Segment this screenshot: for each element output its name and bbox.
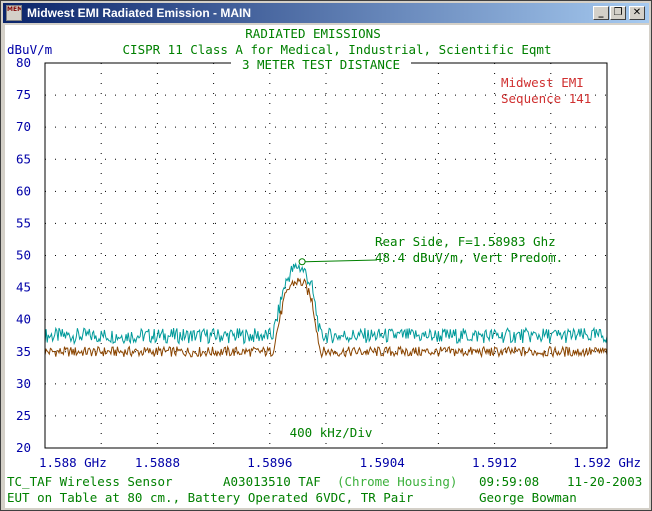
y-tick-label: 50 <box>16 248 31 263</box>
trace-line <box>44 277 608 359</box>
job-number: A03013510 TAF <box>223 474 321 489</box>
y-tick-label: 35 <box>16 344 31 359</box>
y-tick-label: 80 <box>16 55 31 70</box>
test-distance: 3 METER TEST DISTANCE <box>242 57 400 72</box>
eut-name: TC_TAF Wireless Sensor <box>7 474 173 489</box>
plot-area: RADIATED EMISSIONS CISPR 11 Class A for … <box>5 25 649 508</box>
y-tick-label: 75 <box>16 87 31 102</box>
x-axis-label: 400 kHz/Div <box>290 425 373 440</box>
x-tick-label: 1.5888 <box>135 455 180 470</box>
x-tick-labels: 1.588 GHz 1.5888 1.5896 1.5904 1.5912 1.592 G… <box>39 455 641 470</box>
chart-series <box>44 262 608 359</box>
y-tick-label: 45 <box>16 280 31 295</box>
y-tick-label: 65 <box>16 151 31 166</box>
trace-line <box>44 262 608 346</box>
y-tick-label: 30 <box>16 376 31 391</box>
chart-grid <box>45 63 607 448</box>
eut-housing: (Chrome Housing) <box>337 474 457 489</box>
chart-title: RADIATED EMISSIONS <box>245 26 380 41</box>
y-tick-label: 40 <box>16 312 31 327</box>
close-button[interactable]: ✕ <box>629 6 645 20</box>
annotation-leader <box>305 259 378 263</box>
y-axis-label: dBuV/m <box>7 42 52 57</box>
y-tick-labels: 20 25 30 35 40 45 50 55 60 65 70 75 80 <box>16 55 31 455</box>
x-tick-label: 1.5896 <box>247 455 292 470</box>
operator-name: George Bowman <box>479 490 577 505</box>
annotation-line-2: 48.4 dBuV/m, Vert Predom. <box>375 250 563 265</box>
test-date: 11-20-2003 <box>567 474 642 489</box>
div-label-bg <box>279 424 383 440</box>
title-bar[interactable]: MEMI Midwest EMI Radiated Emission - MAI… <box>3 3 649 23</box>
x-tick-label: 1.5912 <box>472 455 517 470</box>
distance-label-bg <box>231 57 411 72</box>
window-title: Midwest EMI Radiated Emission - MAIN <box>27 6 252 20</box>
maximize-button[interactable]: ❐ <box>610 6 626 20</box>
x-tick-label: 1.588 GHz <box>39 455 107 470</box>
company-name: Midwest EMI <box>501 75 584 90</box>
sequence-number: Sequence 141 <box>501 91 591 106</box>
minimize-button[interactable]: _ <box>593 6 609 20</box>
y-tick-label: 55 <box>16 215 31 230</box>
eut-setup: EUT on Table at 80 cm., Battery Operated… <box>7 490 414 505</box>
test-time: 09:59:08 <box>479 474 539 489</box>
annotation-line-1: Rear Side, F=1.58983 Ghz <box>375 234 556 249</box>
y-tick-label: 60 <box>16 183 31 198</box>
app-icon[interactable]: MEMI <box>6 5 22 21</box>
y-tick-label: 20 <box>16 440 31 455</box>
x-tick-label: 1.5904 <box>360 455 405 470</box>
chart-subtitle: CISPR 11 Class A for Medical, Industrial… <box>123 42 552 57</box>
peak-marker <box>298 258 306 266</box>
y-tick-label: 70 <box>16 119 31 134</box>
emission-chart: RADIATED EMISSIONS CISPR 11 Class A for … <box>7 26 642 505</box>
x-tick-label: 1.592 GHz <box>573 455 641 470</box>
y-tick-label: 25 <box>16 408 31 423</box>
